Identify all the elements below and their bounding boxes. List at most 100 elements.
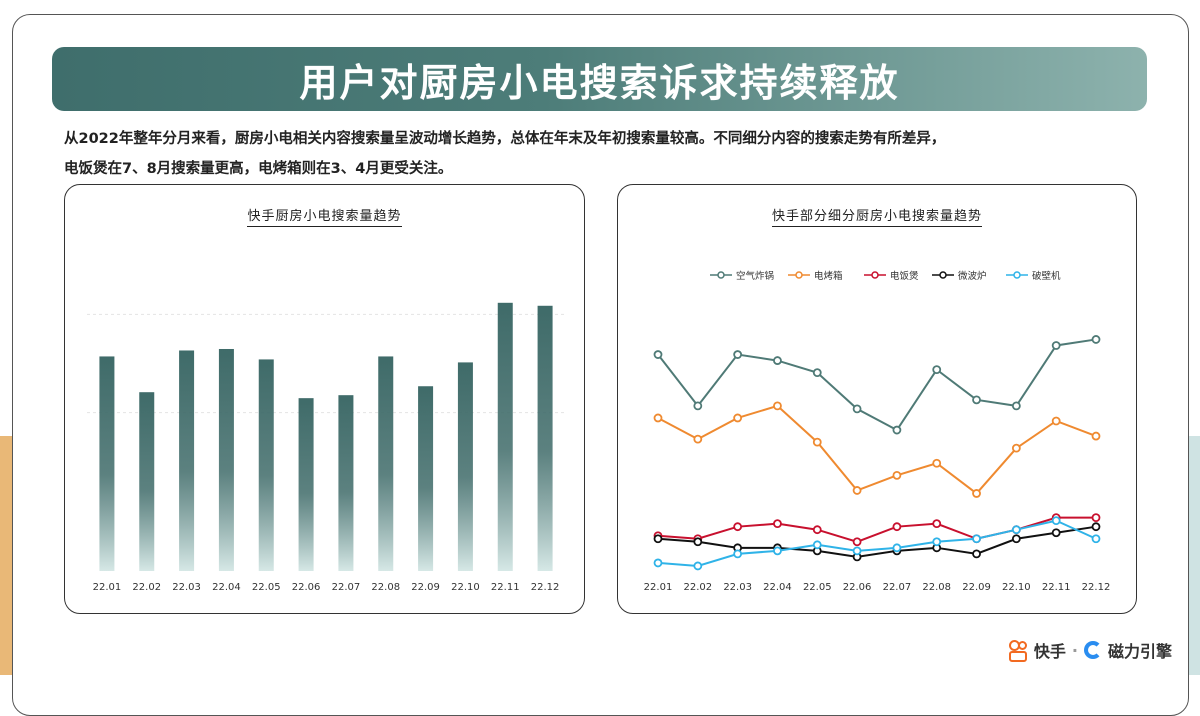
- bar: [338, 395, 354, 571]
- data-point: [892, 470, 902, 480]
- data-point: [1011, 525, 1021, 535]
- data-point: [773, 546, 782, 556]
- x-tick-label: 22.12: [531, 582, 560, 593]
- legend-marker: [939, 271, 947, 279]
- x-tick-label: 22.08: [371, 582, 400, 593]
- bar-chart-panel: 快手厨房小电搜索量趋势 22.01 22.02 22.03 22.04 22.05 22.…: [64, 184, 585, 614]
- bar: [258, 359, 274, 571]
- data-point: [852, 546, 862, 556]
- x-tick-label: 22.10: [1002, 582, 1031, 593]
- data-point: [653, 413, 663, 423]
- data-point: [1011, 401, 1021, 411]
- x-tick-label: 22.03: [723, 582, 752, 593]
- data-point: [892, 425, 902, 435]
- bar: [218, 348, 234, 571]
- data-point: [693, 537, 703, 547]
- x-tick-label: 22.07: [883, 582, 912, 593]
- x-tick-label: 22.03: [172, 582, 201, 593]
- legend-label: 电饭煲: [890, 270, 919, 282]
- line-chart: 空气炸锅 电烤箱 电饭煲 微波炉 破壁机 22.01 22.02 22.03 22.04 22.0…: [644, 270, 1111, 593]
- x-tick-label: 22.06: [292, 582, 321, 593]
- data-point: [852, 486, 862, 495]
- bar: [457, 362, 473, 571]
- data-point: [653, 534, 663, 544]
- data-point: [972, 534, 981, 544]
- x-tick-label: 22.11: [491, 582, 520, 593]
- x-tick-label: 22.05: [803, 582, 832, 593]
- title-banner: 用户对厨房小电搜索诉求持续释放: [52, 47, 1147, 111]
- data-point: [693, 561, 703, 571]
- x-tick-label: 22.05: [252, 582, 281, 593]
- series-line: [657, 404, 1097, 495]
- cili-logo-icon: [1083, 641, 1102, 659]
- data-point: [812, 368, 822, 378]
- data-point: [1091, 513, 1101, 523]
- bar: [139, 392, 155, 571]
- legend-label: 电烤箱: [814, 270, 843, 282]
- data-point: [1091, 534, 1101, 544]
- series-line: [657, 525, 1097, 558]
- data-point: [812, 525, 822, 535]
- x-tick-label: 22.02: [683, 582, 712, 593]
- x-tick-label: 22.12: [1082, 582, 1111, 593]
- data-point: [972, 549, 981, 559]
- data-point: [812, 540, 822, 550]
- description: 从2022年整年分月来看，厨房小电相关内容搜索量呈波动增长趋势，总体在年末及年初…: [64, 124, 1144, 184]
- x-tick-label: 22.08: [922, 582, 951, 593]
- x-tick-label: 22.06: [843, 582, 872, 593]
- legend-marker: [717, 271, 725, 279]
- data-point: [932, 519, 942, 529]
- data-point: [932, 365, 942, 375]
- x-tick-label: 22.10: [451, 582, 480, 593]
- data-point: [972, 395, 981, 405]
- data-point: [892, 522, 902, 532]
- cili-label: 磁力引擎: [1107, 642, 1172, 661]
- data-point: [773, 519, 782, 529]
- data-point: [1091, 335, 1101, 344]
- data-point: [932, 458, 942, 468]
- legend-label: 空气炸锅: [736, 270, 774, 282]
- data-point: [1011, 534, 1021, 544]
- data-point: [852, 537, 862, 547]
- footer-separator: ·: [1071, 640, 1078, 660]
- data-point: [773, 356, 782, 365]
- bar: [418, 386, 434, 571]
- x-tick-label: 22.07: [332, 582, 361, 593]
- data-point: [1091, 431, 1101, 441]
- bar: [378, 356, 394, 571]
- data-point: [733, 549, 743, 559]
- series-line: [657, 516, 1096, 543]
- data-point: [733, 350, 743, 359]
- x-tick-label: 22.01: [644, 582, 673, 593]
- legend-label: 微波炉: [958, 270, 987, 282]
- data-point: [733, 522, 743, 532]
- page-title: 用户对厨房小电搜索诉求持续释放: [299, 60, 900, 105]
- data-point: [1051, 516, 1061, 526]
- data-point: [1051, 341, 1061, 350]
- line-chart-panel: 快手部分细分厨房小电搜索量趋势 空气炸锅 电烤箱 电饭煲 微波炉 破壁机 22.01 22.…: [617, 184, 1137, 614]
- kuaishou-label: 快手: [1033, 642, 1066, 661]
- legend-marker: [871, 271, 879, 279]
- data-point: [812, 437, 822, 447]
- data-point: [653, 558, 663, 568]
- description-line-2: 电饭煲在7、8月搜索量更高，电烤箱则在3、4月更受关注。: [64, 161, 453, 177]
- x-tick-label: 22.09: [411, 582, 440, 593]
- legend-marker: [795, 271, 803, 279]
- data-point: [733, 413, 743, 423]
- bar: [537, 305, 553, 571]
- series-line: [657, 338, 1097, 432]
- bar: [497, 302, 513, 571]
- legend-label: 破壁机: [1032, 270, 1061, 282]
- line-chart-title: 快手部分细分厨房小电搜索量趋势: [618, 205, 1136, 227]
- x-tick-label: 22.04: [212, 582, 241, 593]
- description-line-1: 从2022年整年分月来看，厨房小电相关内容搜索量呈波动增长趋势，总体在年末及年初…: [64, 131, 946, 147]
- legend-marker: [1013, 271, 1021, 279]
- bar-chart: 22.01 22.02 22.03 22.04 22.05 22.06 22.07 22.08…: [87, 302, 565, 593]
- data-point: [773, 401, 782, 411]
- series-line: [657, 519, 1097, 567]
- x-tick-label: 22.02: [132, 582, 161, 593]
- data-point: [892, 543, 902, 553]
- bar: [298, 398, 314, 571]
- x-tick-label: 22.09: [962, 582, 991, 593]
- data-point: [1051, 416, 1061, 426]
